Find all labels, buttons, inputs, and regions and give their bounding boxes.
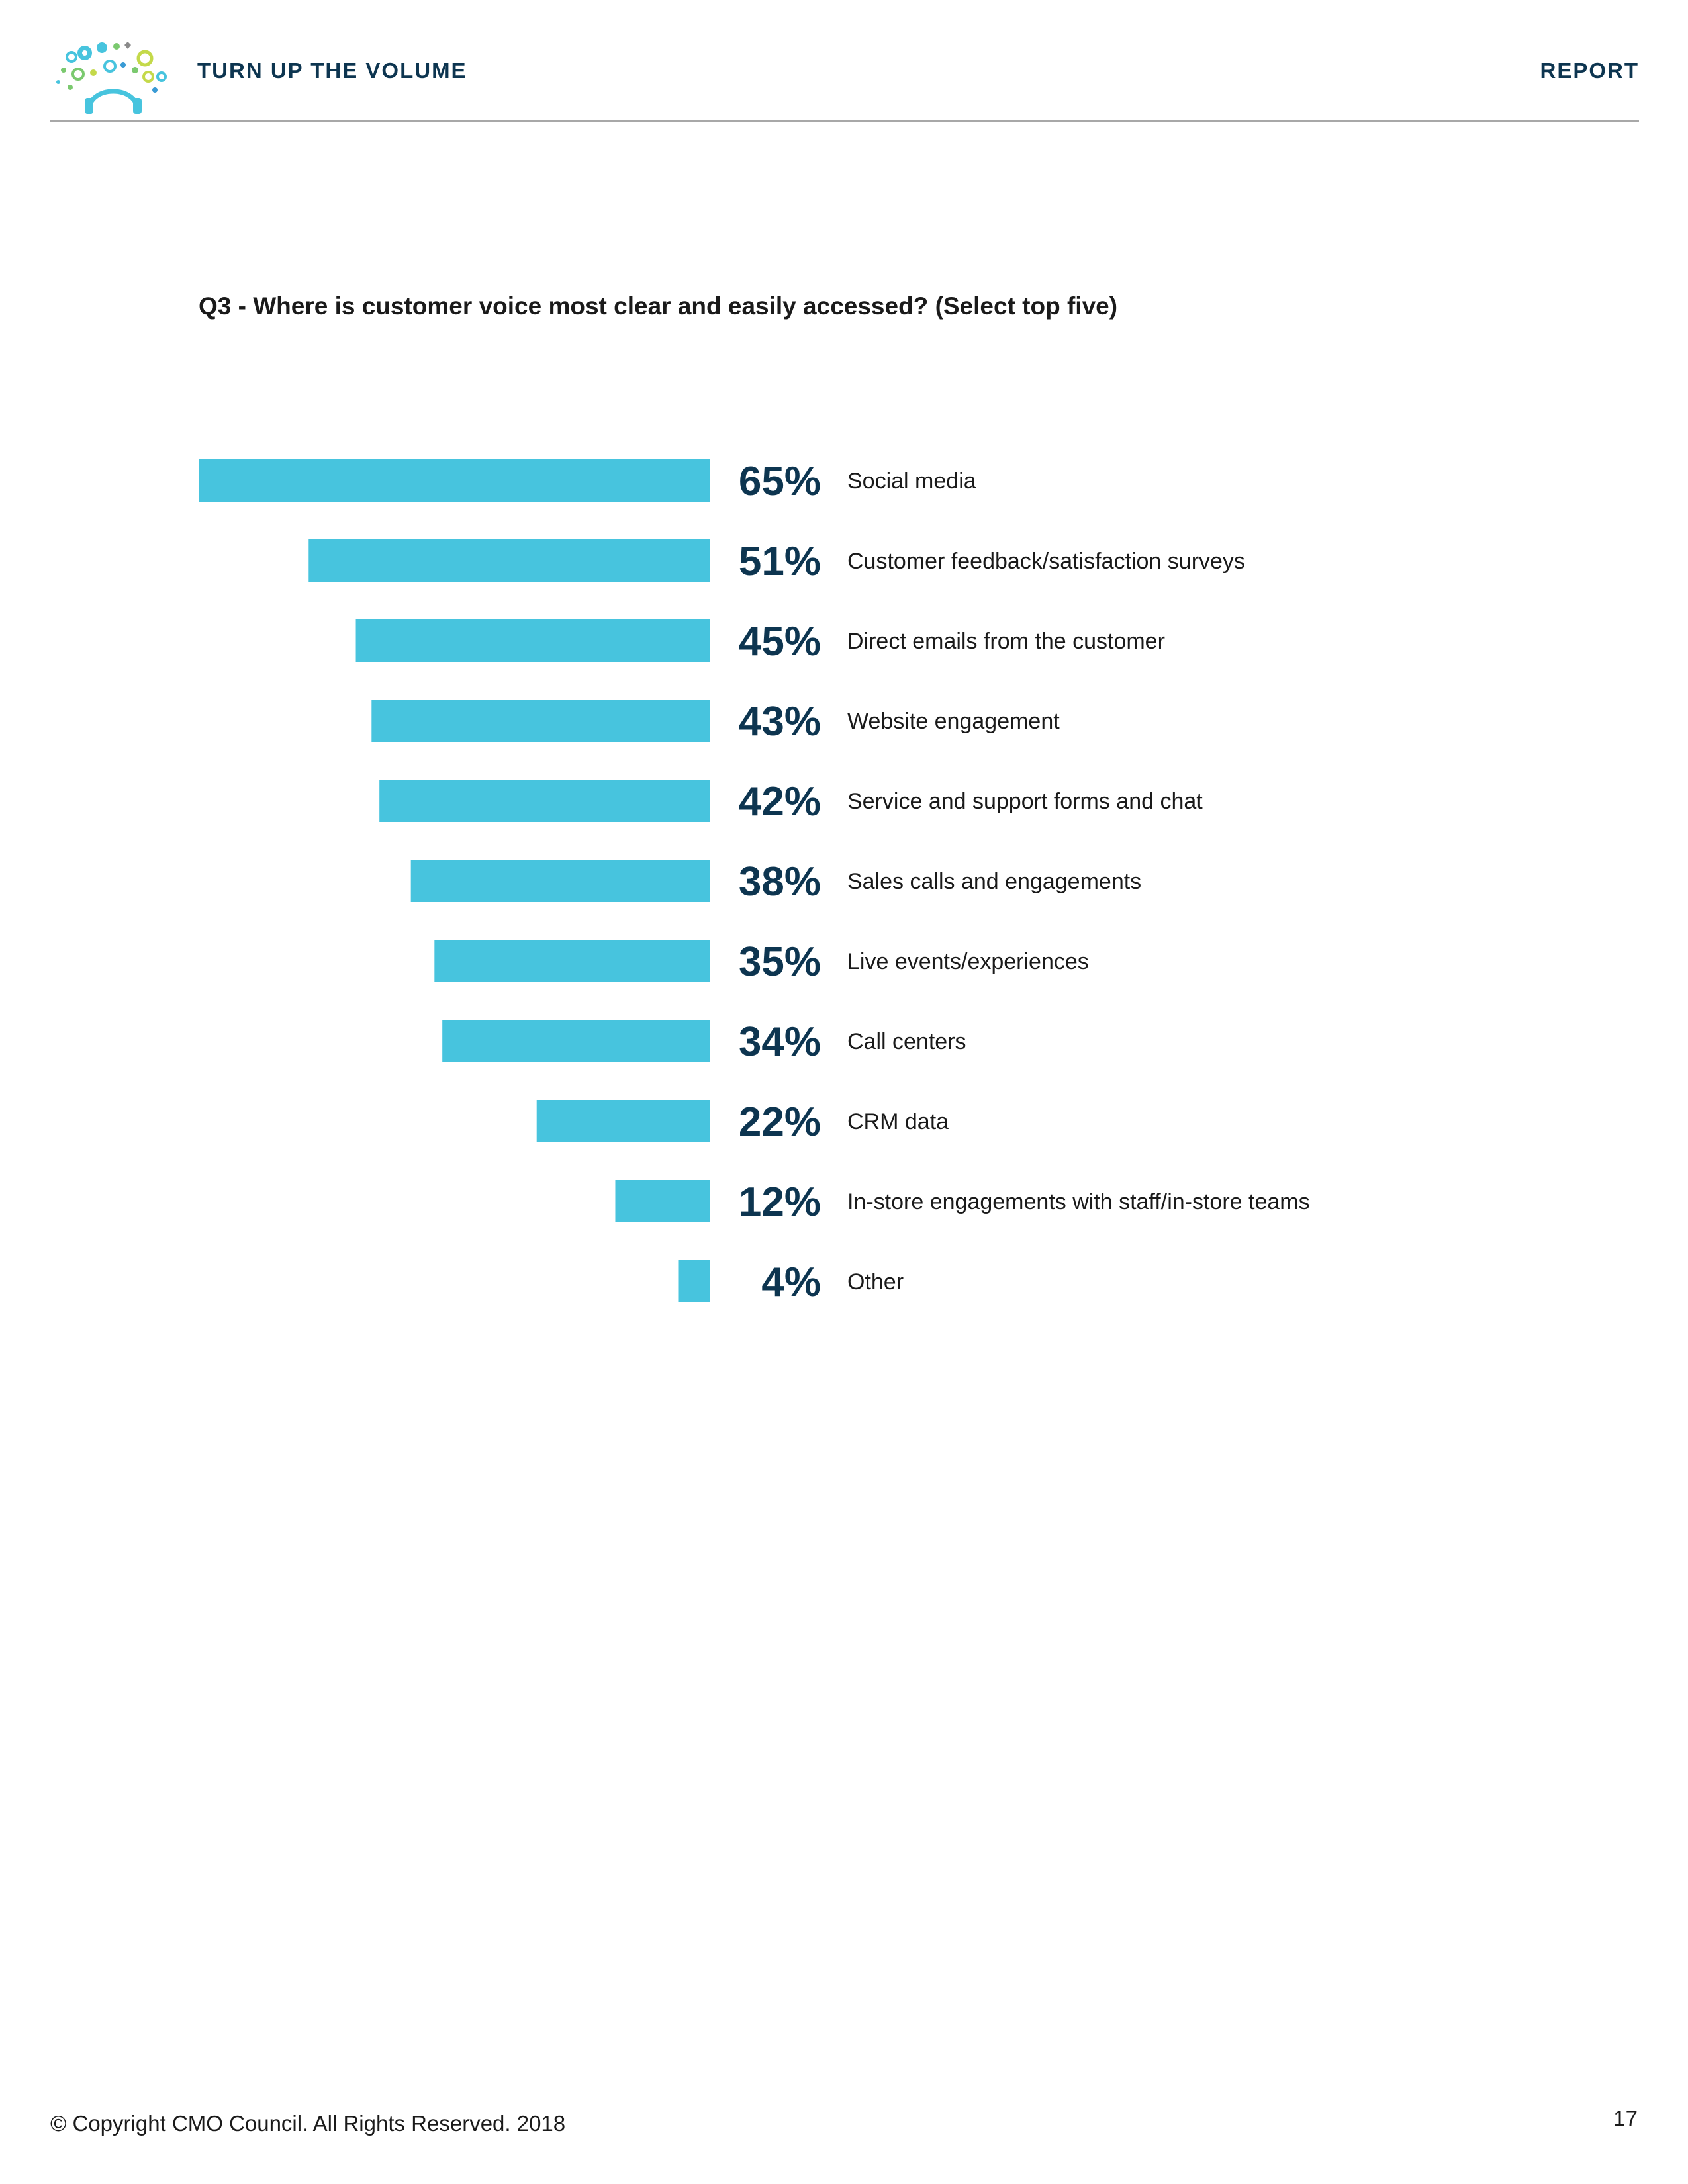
bar-value-label: 22% xyxy=(739,1099,821,1145)
bar-value-label: 51% xyxy=(739,539,821,584)
bar-3 xyxy=(355,619,710,662)
bar-category-label: Customer feedback/satisfaction surveys xyxy=(847,549,1245,574)
bar-1 xyxy=(199,459,710,502)
bar-6 xyxy=(410,860,710,902)
bar-value-label: 43% xyxy=(739,699,821,745)
horizontal-bar-chart: 65% Social media 51% Customer feedback/sati… xyxy=(199,459,1310,1305)
page-header: TURN UP THE VOLUME REPORT xyxy=(50,26,1639,122)
footer-copyright: © Copyright CMO Council. All Rights Rese… xyxy=(50,2111,566,2136)
header-section-label: REPORT xyxy=(1540,58,1639,83)
chart-question-title: Q3 - Where is customer voice most clear … xyxy=(199,293,1118,320)
headphones-bubbles-logo-icon xyxy=(56,42,167,114)
bar-category-label: Other xyxy=(847,1269,904,1295)
bar-value-label: 42% xyxy=(739,779,821,825)
bar-11 xyxy=(678,1260,710,1302)
bar-value-label: 35% xyxy=(739,939,821,985)
bar-category-label: CRM data xyxy=(847,1109,949,1134)
bar-value-label: 38% xyxy=(739,859,821,905)
bar-value-label: 34% xyxy=(739,1019,821,1065)
bar-5 xyxy=(379,780,710,822)
bar-9 xyxy=(536,1100,710,1142)
bar-category-label: Call centers xyxy=(847,1029,966,1054)
bar-4 xyxy=(371,700,710,742)
bar-value-label: 4% xyxy=(761,1259,821,1305)
bar-category-label: Sales calls and engagements xyxy=(847,869,1141,894)
page-number: 17 xyxy=(1613,2106,1638,2130)
header-title: TURN UP THE VOLUME xyxy=(197,58,467,83)
bar-7 xyxy=(434,940,710,982)
bar-category-label: Service and support forms and chat xyxy=(847,789,1203,814)
bar-10 xyxy=(615,1180,710,1222)
bar-category-label: Website engagement xyxy=(847,709,1060,734)
bar-value-label: 45% xyxy=(739,619,821,664)
bar-value-label: 65% xyxy=(739,459,821,504)
bar-category-label: Social media xyxy=(847,469,976,494)
bar-category-label: Direct emails from the customer xyxy=(847,629,1165,654)
bar-2 xyxy=(308,539,710,582)
bar-8 xyxy=(442,1020,710,1062)
bar-category-label: In-store engagements with staff/in-store… xyxy=(847,1189,1310,1214)
bar-category-label: Live events/experiences xyxy=(847,949,1089,974)
bar-value-label: 12% xyxy=(739,1179,821,1225)
